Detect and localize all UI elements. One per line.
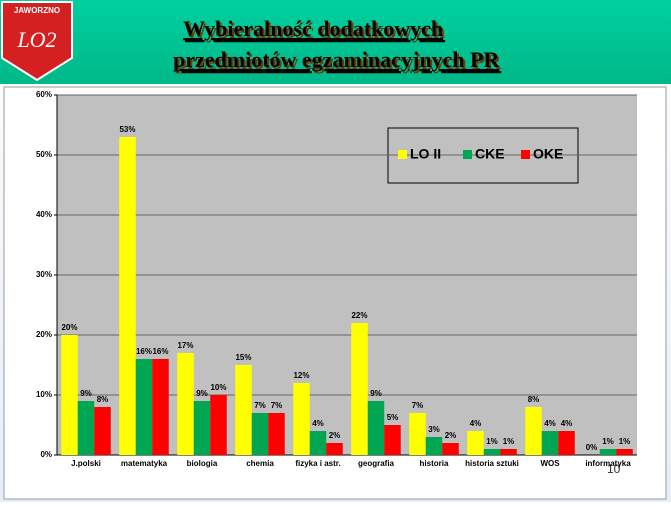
data-label: 12% [293,371,309,380]
logo: JAWORZNO LO2 [1,1,73,82]
x-tick-label: fizyka i astr. [295,459,340,468]
x-tick-label: historia sztuki [465,459,519,468]
data-label: 3% [428,425,440,434]
data-label: 9% [196,389,208,398]
data-label: 17% [177,341,193,350]
bar [61,335,78,455]
y-tick-label: 60% [36,90,52,99]
bar [558,431,575,455]
x-tick-label: historia [420,459,449,468]
title-line: przedmiotów egzaminacyjnych PR [173,47,500,72]
data-label: 4% [561,419,573,428]
title-shadow: Wybieralność dodatkowych [185,18,445,43]
data-label: 8% [528,395,540,404]
header-band [0,0,671,84]
bar [541,431,559,455]
bar [235,365,252,455]
data-label: 7% [412,401,424,410]
x-tick-label: WOS [540,459,560,468]
bar [210,395,227,455]
data-label: 4% [470,419,482,428]
legend-label: CKE [475,146,505,162]
x-tick-label: informatyka [585,459,631,468]
y-tick-label: 30% [36,270,52,279]
data-label: 16% [152,347,168,356]
bar [384,425,401,455]
legend-label: LO II [410,146,441,162]
data-label: 9% [370,389,382,398]
x-tick-label: J.polski [71,459,101,468]
data-label: 9% [80,389,92,398]
x-tick-label: matematyka [121,459,168,468]
bar [525,407,542,455]
bar [268,413,285,455]
bar [500,449,517,455]
data-label: 4% [544,419,556,428]
bar [251,413,269,455]
data-label: 7% [271,401,283,410]
bar [442,443,459,455]
x-tick-label: chemia [246,459,274,468]
data-label: 1% [486,437,498,446]
data-label: 2% [329,431,341,440]
legend-label: OKE [533,146,563,162]
legend-swatch [398,150,407,159]
bar [367,401,385,455]
bar [616,449,633,455]
bar [177,353,194,455]
data-label: 2% [445,431,457,440]
data-label: 4% [312,419,324,428]
data-label: 20% [61,323,77,332]
x-tick-label: geografia [358,459,395,468]
y-tick-label: 50% [36,150,52,159]
bar [425,437,443,455]
data-label: 8% [97,395,109,404]
bar [293,383,310,455]
legend-swatch [463,150,472,159]
bar [483,449,501,455]
data-label: 10% [210,383,226,392]
bar [326,443,343,455]
title-shadow: przedmiotów egzaminacyjnych PR [175,49,502,74]
slide-number: 10 [607,462,621,476]
bar [77,401,95,455]
data-label: 7% [254,401,266,410]
data-label: 15% [235,353,251,362]
data-label: 16% [136,347,152,356]
x-tick-label: biologia [187,459,218,468]
legend-swatch [521,150,530,159]
data-label: 1% [503,437,515,446]
bar [119,137,136,455]
data-label: 5% [387,413,399,422]
y-tick-label: 20% [36,330,52,339]
y-tick-label: 10% [36,390,52,399]
data-label: 0% [586,443,598,452]
data-label: 53% [119,125,135,134]
bar [409,413,426,455]
logo-text: JAWORZNO [14,6,60,15]
bar [135,359,153,455]
data-label: 1% [602,437,614,446]
bar [193,401,211,455]
y-tick-label: 40% [36,210,52,219]
data-label: 22% [351,311,367,320]
bar [351,323,368,455]
title-line: Wybieralność dodatkowych [183,16,443,41]
bar [152,359,169,455]
bar [467,431,484,455]
bar [599,449,617,455]
bar [309,431,327,455]
bar [94,407,111,455]
logo-mark: LO2 [16,27,56,52]
data-label: 1% [619,437,631,446]
y-tick-label: 0% [40,450,52,459]
